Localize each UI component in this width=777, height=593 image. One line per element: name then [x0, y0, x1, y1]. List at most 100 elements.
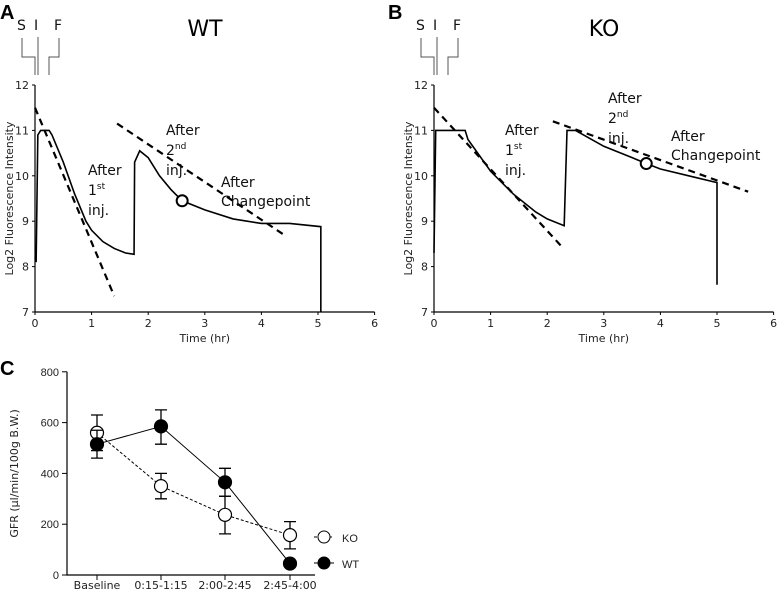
changepoint-marker: [175, 194, 189, 208]
series-ko: KO: [89, 414, 358, 550]
annotation-after: After: [166, 123, 200, 139]
series-line: [96, 432, 291, 536]
x-tick-label: 2:45-4:00: [263, 579, 316, 592]
x-tick-label: 5: [315, 317, 322, 330]
x-axis-label: Time (hr): [179, 332, 231, 345]
ordinal-number: 1: [505, 143, 514, 159]
annotation-ordinal: 2nd: [608, 110, 628, 127]
x-tick-label: 6: [770, 317, 777, 330]
panel-c-chart: 0 200 400 600 800 Baseline 0:15-1:15 2:00-2:45 2…: [8, 367, 359, 592]
x-tick-label: 4: [657, 317, 664, 330]
sif-bracket: [420, 37, 459, 75]
y-tick-label: 600: [41, 418, 59, 430]
panel-label-c: C: [0, 358, 14, 380]
x-tick-label: 3: [201, 317, 208, 330]
fluorescence-trace: [433, 129, 718, 285]
annotation-ordinal: 2nd: [166, 142, 186, 159]
y-tick-label: 7: [22, 306, 29, 319]
axes: [34, 85, 375, 313]
sif-label-f: F: [453, 18, 461, 34]
annotation-after: After: [505, 123, 539, 139]
y-tick-label: 12: [15, 79, 29, 92]
sif-label-f: F: [54, 18, 62, 34]
legend-label: KO: [342, 533, 358, 545]
x-tick-label: 3: [600, 317, 607, 330]
annotation-ordinal: 1st: [505, 142, 523, 159]
panel-label-b: B: [388, 2, 402, 24]
sif-label-s: S: [17, 18, 26, 34]
y-tick-label: 9: [22, 215, 29, 228]
annotation-changepoint: Changepoint: [671, 148, 761, 164]
data-point: [282, 556, 298, 571]
axes: [433, 85, 774, 313]
sif-bracket: [21, 37, 60, 75]
fluorescence-trace: [34, 129, 322, 312]
data-point: [153, 419, 169, 434]
annotation-inj: inj.: [166, 163, 187, 179]
chart-title: WT: [187, 17, 223, 42]
y-tick-label: 10: [414, 170, 428, 183]
data-point: [282, 528, 298, 543]
annotation-after: After: [671, 129, 705, 145]
y-axis-label: Log2 Fluorescence Intensity: [3, 121, 16, 275]
x-tick-label: 1: [88, 317, 95, 330]
x-tick-label: 6: [371, 317, 378, 330]
annotation-changepoint: Changepoint: [221, 194, 311, 210]
y-tick-label: 8: [22, 261, 29, 274]
legend-label: WT: [342, 559, 359, 571]
data-point: [217, 507, 233, 522]
y-tick-label: 11: [15, 124, 29, 137]
annotation-inj: inj.: [505, 163, 526, 179]
y-tick-label: 12: [414, 79, 428, 92]
y-tick-label: 0: [53, 570, 59, 582]
fit-line-dashed: [116, 122, 285, 236]
changepoint-marker: [639, 157, 653, 171]
annotation-inj: inj.: [608, 131, 629, 147]
x-tick-label: 0: [431, 317, 438, 330]
y-tick-label: 800: [41, 367, 59, 379]
y-tick-label: 9: [421, 215, 428, 228]
y-axis-label: GFR (µl/min/100g B.W.): [8, 409, 21, 537]
series-wt: WT: [89, 409, 359, 571]
legend-marker: [317, 556, 331, 570]
sif-label-i: I: [433, 18, 437, 34]
annotation-after: After: [88, 163, 122, 179]
x-tick-label: 2: [145, 317, 152, 330]
y-tick-label: 11: [414, 124, 428, 137]
ordinal-number: 1: [88, 183, 97, 199]
ordinal-suffix: st: [97, 182, 106, 192]
fit-line-dashed: [33, 107, 116, 297]
x-tick-label: 1: [487, 317, 494, 330]
panel-label-a: A: [0, 2, 14, 24]
sif-label-s: S: [416, 18, 425, 34]
annotation-after: After: [221, 175, 255, 191]
y-tick-label: 400: [41, 468, 59, 480]
ordinal-number: 2: [608, 111, 617, 127]
x-tick-label: 2: [544, 317, 551, 330]
axes: [66, 371, 315, 576]
ordinal-suffix: nd: [617, 110, 628, 120]
data-point: [217, 475, 233, 490]
y-tick-label: 8: [421, 261, 428, 274]
y-axis-label: Log2 Fluorescence Intensity: [402, 121, 415, 275]
sif-label-i: I: [34, 18, 38, 34]
y-tick-label: 7: [421, 306, 428, 319]
ordinal-suffix: st: [514, 142, 523, 152]
x-tick-label: 0: [32, 317, 39, 330]
fit-line-dashed: [552, 120, 749, 193]
ordinal-suffix: nd: [175, 142, 186, 152]
x-tick-label: 0:15-1:15: [134, 579, 187, 592]
annotation-ordinal: 1st: [88, 182, 106, 199]
x-tick-label: Baseline: [74, 579, 121, 592]
data-point: [89, 437, 105, 452]
x-tick-label: 5: [714, 317, 721, 330]
annotation-after: After: [608, 91, 642, 107]
data-point: [153, 479, 169, 494]
y-tick-label: 200: [41, 519, 59, 531]
chart-title: KO: [589, 17, 620, 42]
fit-line-dashed: [433, 106, 563, 247]
x-tick-label: 4: [258, 317, 265, 330]
